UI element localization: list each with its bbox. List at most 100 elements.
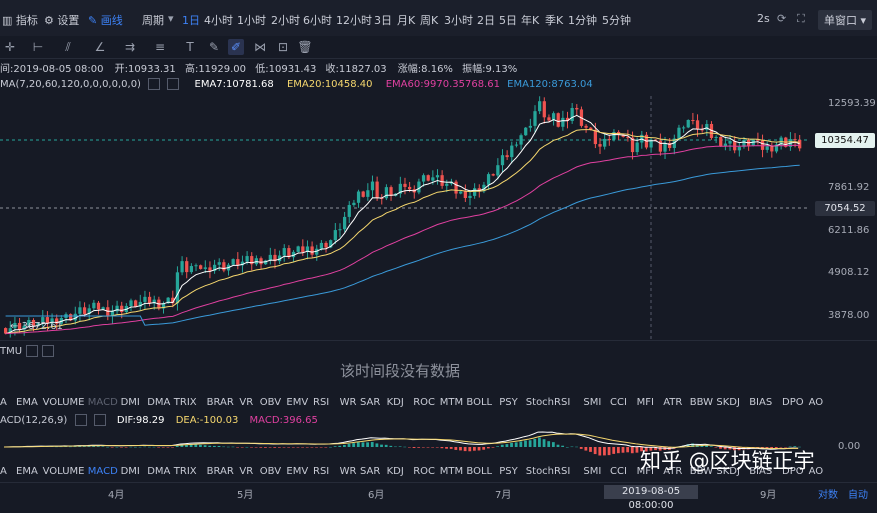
refresh-icon[interactable]: ⟳	[777, 12, 787, 25]
indicator-tab-vr[interactable]: VR	[239, 466, 254, 477]
draw-button[interactable]: ✎ 画线	[88, 14, 123, 27]
angle-icon[interactable]: ∠	[94, 40, 106, 54]
indicator-tab-brar[interactable]: BRAR	[206, 397, 234, 408]
tmu-settings-icon[interactable]	[26, 345, 39, 357]
indicator-tab-smi[interactable]: SMI	[583, 397, 602, 408]
indicator-tab-wr[interactable]: WR	[339, 397, 357, 408]
indicator-tab-boll[interactable]: BOLL	[466, 397, 493, 408]
indicator-tab-mfi[interactable]: MFI	[636, 397, 654, 408]
indicator-tab-emv[interactable]: EMV	[286, 466, 309, 477]
ma-settings-icon[interactable]	[148, 78, 161, 90]
indicator-tab-cci[interactable]: CCI	[610, 397, 627, 408]
indicator-tab-dma[interactable]: DMA	[147, 466, 171, 477]
indicator-tab-mtm[interactable]: MTM	[439, 466, 464, 477]
period-5m[interactable]: 5分钟	[602, 14, 631, 27]
indicator-tab-wr[interactable]: WR	[339, 466, 357, 477]
indicator-tab-stochrsi[interactable]: StochRSI	[525, 466, 571, 477]
indicator-tab-dma[interactable]: DMA	[147, 397, 171, 408]
indicator-tab-skdj[interactable]: SKDJ	[716, 466, 740, 477]
indicator-tab-dpo[interactable]: DPO	[782, 466, 804, 477]
indicator-tab-dmi[interactable]: DMI	[120, 397, 140, 408]
indicator-tab-sar[interactable]: SAR	[360, 397, 381, 408]
indicator-tab-obv[interactable]: OBV	[259, 466, 282, 477]
ma-close-icon[interactable]	[167, 78, 180, 90]
indicator-tab-roc[interactable]: ROC	[413, 397, 435, 408]
indicator-tab-dpo[interactable]: DPO	[782, 397, 804, 408]
macd-close-icon[interactable]	[93, 414, 106, 426]
macd-settings-icon[interactable]	[74, 414, 87, 426]
segment-icon[interactable]: ⊢	[32, 40, 44, 54]
indicator-tab-skdj[interactable]: SKDJ	[716, 397, 740, 408]
indicator-tab-ema[interactable]: EMA	[16, 397, 38, 408]
indicator-tab-roc[interactable]: ROC	[413, 466, 435, 477]
refresh-interval[interactable]: 2s	[757, 12, 770, 25]
indicator-tab-macd[interactable]: MACD	[87, 466, 118, 477]
indicator-tab-psy[interactable]: PSY	[499, 466, 518, 477]
indicator-tab-macd[interactable]: MACD	[87, 397, 118, 408]
period-dropdown-icon[interactable]: ▾	[168, 12, 174, 25]
indicator-tab-ao[interactable]: AO	[808, 466, 824, 477]
indicator-tab-boll[interactable]: BOLL	[466, 466, 493, 477]
pencil-icon[interactable]: ✎	[208, 40, 220, 54]
indicator-tab-atr[interactable]: ATR	[663, 466, 683, 477]
period-5d[interactable]: 5日	[499, 14, 517, 27]
indicator-tab-brar[interactable]: BRAR	[206, 466, 234, 477]
period-yeark[interactable]: 年K	[521, 14, 540, 27]
period-monthk[interactable]: 月K	[397, 14, 416, 27]
indicator-tab-mtm[interactable]: MTM	[439, 397, 464, 408]
indicator-tab-trix[interactable]: TRIX	[173, 466, 197, 477]
period-12h[interactable]: 12小时	[336, 14, 372, 27]
period-weekk[interactable]: 周K	[420, 14, 439, 27]
crosshair-icon[interactable]: ✛	[4, 40, 16, 54]
period-1h[interactable]: 1小时	[237, 14, 266, 27]
indicator-tab[interactable]: A	[0, 466, 7, 477]
trash-icon[interactable]: 🗑	[297, 40, 313, 54]
indicator-tab-ema[interactable]: EMA	[16, 466, 38, 477]
indicator-tab-trix[interactable]: TRIX	[173, 397, 197, 408]
period-3h[interactable]: 3小时	[444, 14, 473, 27]
period-4h[interactable]: 4小时	[204, 14, 233, 27]
indicator-tab-stochrsi[interactable]: StochRSI	[525, 397, 571, 408]
indicator-tab-cci[interactable]: CCI	[610, 466, 627, 477]
period-2d[interactable]: 2日	[477, 14, 495, 27]
ray-icon[interactable]: ⇉	[124, 40, 136, 54]
indicator-tab-rsi[interactable]: RSI	[313, 466, 330, 477]
settings-button[interactable]: ⚙ 设置	[44, 14, 80, 27]
period-1d[interactable]: 1日	[182, 14, 200, 27]
indicator-tab-sar[interactable]: SAR	[360, 466, 381, 477]
fullscreen-icon[interactable]: ⛶	[797, 12, 805, 25]
indicator-button[interactable]: ▥ 指标	[2, 14, 38, 27]
indicator-tab-smi[interactable]: SMI	[583, 466, 602, 477]
candlestick-chart[interactable]	[0, 96, 877, 340]
indicator-tab-kdj[interactable]: KDJ	[386, 397, 404, 408]
window-mode-select[interactable]: 单窗口 ▾	[818, 10, 873, 30]
parallel-lines-icon[interactable]: ⫽	[65, 40, 71, 54]
lock-icon[interactable]: ⊡	[277, 40, 289, 54]
indicator-tab-psy[interactable]: PSY	[499, 397, 518, 408]
indicator-tab-bbw[interactable]: BBW	[689, 397, 714, 408]
indicator-tab-kdj[interactable]: KDJ	[386, 466, 404, 477]
indicator-tab-volume[interactable]: VOLUME	[42, 397, 85, 408]
indicator-tab-bias[interactable]: BIAS	[749, 397, 773, 408]
period-1m[interactable]: 1分钟	[568, 14, 597, 27]
indicator-tab-vr[interactable]: VR	[239, 397, 254, 408]
indicator-tab-mfi[interactable]: MFI	[636, 466, 654, 477]
indicator-tab-atr[interactable]: ATR	[663, 397, 683, 408]
indicator-tab-bbw[interactable]: BBW	[689, 466, 714, 477]
indicator-tab-rsi[interactable]: RSI	[313, 397, 330, 408]
indicator-tab-bias[interactable]: BIAS	[749, 466, 773, 477]
macd-chart[interactable]	[0, 428, 877, 462]
measure-icon[interactable]: ⋈	[254, 40, 266, 54]
text-icon[interactable]: T	[186, 40, 194, 54]
indicator-tab-dmi[interactable]: DMI	[120, 466, 140, 477]
indicator-tab-obv[interactable]: OBV	[259, 397, 282, 408]
indicator-tab-emv[interactable]: EMV	[286, 397, 309, 408]
period-seasonk[interactable]: 季K	[545, 14, 564, 27]
period-3d[interactable]: 3日	[374, 14, 392, 27]
magnet-icon[interactable]: ✐	[228, 39, 244, 55]
period-2h[interactable]: 2小时	[271, 14, 300, 27]
tmu-close-icon[interactable]	[42, 345, 55, 357]
fibonacci-icon[interactable]: ≡	[154, 40, 166, 54]
period-6h[interactable]: 6小时	[303, 14, 332, 27]
indicator-tab-volume[interactable]: VOLUME	[42, 466, 85, 477]
